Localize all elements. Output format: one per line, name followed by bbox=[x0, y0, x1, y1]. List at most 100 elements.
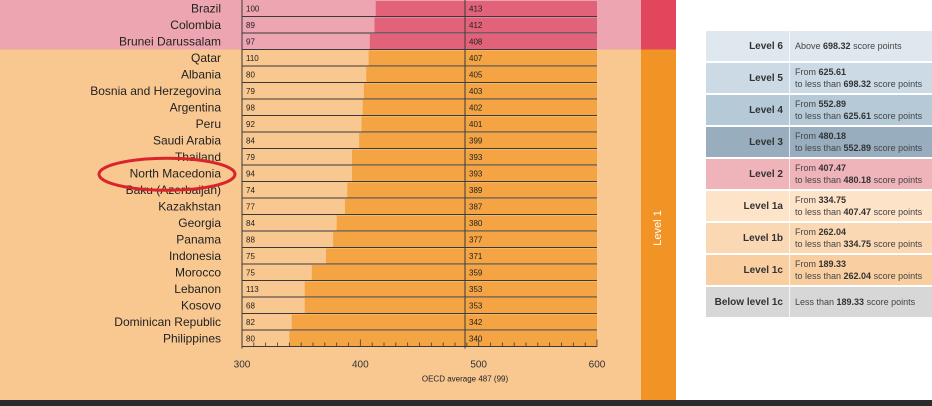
legend-score: 480.18 bbox=[843, 175, 872, 185]
legend-text: Less than bbox=[795, 297, 837, 307]
category-label: Georgia bbox=[178, 216, 221, 230]
legend-description: From 625.61 to less than 698.32 score poi… bbox=[789, 63, 932, 93]
bar-17 bbox=[304, 281, 597, 297]
legend-line-1: From 262.04 bbox=[795, 226, 932, 238]
legend-line-1: Less than 189.33 score points bbox=[795, 296, 932, 308]
legend-line-2: to less than 698.32 score points bbox=[795, 78, 932, 90]
legend-text: From bbox=[795, 67, 819, 77]
legend-row: Level 1c From 189.33 to less than 262.04 s… bbox=[706, 255, 932, 285]
mean-score-label: 408 bbox=[469, 37, 483, 46]
legend-row: Level 1b From 262.04 to less than 334.75 s… bbox=[706, 223, 932, 253]
x-tick-label: 400 bbox=[352, 360, 369, 371]
legend-text: From bbox=[795, 163, 819, 173]
legend-text: to less than bbox=[795, 111, 844, 121]
legend-row: Level 3 From 480.18 to less than 552.89 sc… bbox=[706, 127, 932, 157]
secondary-value-label: 74 bbox=[246, 186, 255, 195]
legend-description: From 262.04 to less than 334.75 score poi… bbox=[789, 223, 932, 253]
bar-5 bbox=[363, 83, 597, 99]
legend-description: From 334.75 to less than 407.47 score poi… bbox=[789, 191, 932, 221]
legend-row: Level 1a From 334.75 to less than 407.47 s… bbox=[706, 191, 932, 221]
secondary-value-label: 100 bbox=[246, 4, 260, 13]
legend-level-label: Level 3 bbox=[749, 136, 783, 148]
legend-text: From bbox=[795, 227, 819, 237]
category-label: Panama bbox=[176, 232, 221, 246]
legend-text: score points bbox=[850, 41, 902, 51]
x-tick-label: 300 bbox=[234, 360, 251, 371]
secondary-value-label: 92 bbox=[246, 120, 255, 129]
bar-9 bbox=[352, 149, 597, 165]
legend-line-2: to less than 262.04 score points bbox=[795, 270, 932, 282]
category-label: Kosovo bbox=[181, 298, 221, 312]
legend-text: score points bbox=[871, 271, 923, 281]
secondary-value-label: 97 bbox=[246, 37, 255, 46]
legend-text: score points bbox=[871, 175, 923, 185]
bar-12 bbox=[344, 199, 597, 215]
x-tick-label: 500 bbox=[470, 360, 487, 371]
mean-score-label: 407 bbox=[469, 54, 483, 63]
legend-row: Level 2 From 407.47 to less than 480.18 sc… bbox=[706, 159, 932, 189]
legend-text: From bbox=[795, 99, 819, 109]
legend-description: From 189.33 to less than 262.04 score poi… bbox=[789, 255, 932, 285]
mean-score-label: 380 bbox=[469, 219, 483, 228]
legend-score: 334.75 bbox=[818, 195, 847, 205]
bar-20 bbox=[289, 331, 597, 347]
bar-10 bbox=[352, 166, 597, 182]
bar-8 bbox=[359, 133, 597, 149]
category-label: Colombia bbox=[170, 18, 221, 32]
secondary-value-label: 77 bbox=[246, 202, 255, 211]
mean-score-label: 412 bbox=[469, 21, 483, 30]
legend-score: 625.61 bbox=[818, 67, 847, 77]
legend-score: 698.32 bbox=[843, 79, 872, 89]
legend-line-1: Above 698.32 score points bbox=[795, 40, 932, 52]
category-label: Qatar bbox=[191, 51, 221, 65]
legend-text: to less than bbox=[795, 79, 844, 89]
legend-text: to less than bbox=[795, 175, 844, 185]
bar-1 bbox=[374, 17, 597, 33]
bar-13 bbox=[336, 215, 597, 231]
legend-level-label: Level 1a bbox=[743, 200, 783, 212]
legend-text: score points bbox=[871, 143, 923, 153]
legend-text: From bbox=[795, 259, 819, 269]
secondary-value-label: 82 bbox=[246, 318, 255, 327]
mean-score-label: 402 bbox=[469, 103, 483, 112]
category-label: Lebanon bbox=[174, 282, 221, 296]
legend-text: to less than bbox=[795, 143, 844, 153]
legend-text: to less than bbox=[795, 239, 844, 249]
legend-level-label: Level 2 bbox=[749, 168, 783, 180]
legend-score: 262.04 bbox=[818, 227, 847, 237]
legend-text: From bbox=[795, 131, 819, 141]
mean-score-label: 401 bbox=[469, 120, 483, 129]
legend-score: 698.32 bbox=[823, 41, 851, 51]
legend-text: score points bbox=[871, 111, 923, 121]
mean-score-label: 389 bbox=[469, 186, 483, 195]
mean-score-label: 399 bbox=[469, 136, 483, 145]
legend-description: Less than 189.33 score points bbox=[789, 287, 932, 317]
level-2-side-band bbox=[641, 0, 676, 50]
legend-line-2: to less than 480.18 score points bbox=[795, 174, 932, 186]
legend-row: Level 5 From 625.61 to less than 698.32 sc… bbox=[706, 63, 932, 93]
secondary-value-label: 79 bbox=[246, 153, 255, 162]
category-label: Brazil bbox=[191, 1, 221, 15]
legend-score: 407.47 bbox=[818, 163, 847, 173]
legend-line-2: to less than 407.47 score points bbox=[795, 206, 932, 218]
legend-level-label: Level 1c bbox=[743, 264, 783, 276]
mean-score-label: 371 bbox=[469, 252, 483, 261]
legend-line-2: to less than 552.89 score points bbox=[795, 142, 932, 154]
secondary-value-label: 89 bbox=[246, 21, 255, 30]
mean-score-label: 377 bbox=[469, 235, 483, 244]
secondary-value-label: 75 bbox=[246, 252, 255, 261]
mean-score-label: 387 bbox=[469, 202, 483, 211]
bar-11 bbox=[347, 182, 597, 198]
legend-score: 625.61 bbox=[843, 111, 872, 121]
mean-score-label: 353 bbox=[469, 301, 483, 310]
legend-score: 262.04 bbox=[843, 271, 872, 281]
category-label: North Macedonia bbox=[130, 166, 222, 180]
legend-row: Level 4 From 552.89 to less than 625.61 sc… bbox=[706, 95, 932, 125]
legend-score: 189.33 bbox=[836, 297, 865, 307]
category-label: Philippines bbox=[163, 331, 221, 345]
legend-score: 552.89 bbox=[843, 143, 872, 153]
category-label: Kazakhstan bbox=[158, 199, 221, 213]
category-label: Peru bbox=[196, 117, 221, 131]
mean-score-label: 353 bbox=[469, 285, 483, 294]
secondary-value-label: 80 bbox=[246, 70, 255, 79]
